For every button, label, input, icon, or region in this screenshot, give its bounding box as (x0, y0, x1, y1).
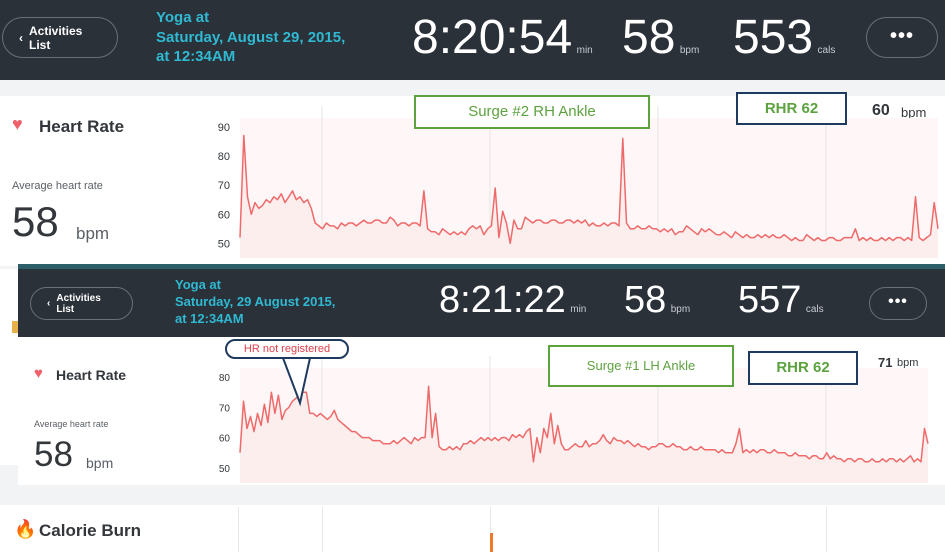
calories-stat: 553 cals (733, 10, 835, 65)
heart-rate-title: Heart Rate (56, 367, 127, 383)
top-hr-series-fill (240, 135, 938, 258)
heart-rate-title: Heart Rate (39, 117, 125, 136)
calorie-grid-line (238, 507, 239, 552)
activities-list-label: Activities List (29, 23, 83, 52)
bottom-hr-y-tick-label: 70 (219, 403, 231, 414)
heart-rate-unit: bpm (670, 304, 691, 315)
top-hr-y-tick-label: 90 (218, 122, 230, 134)
more-options-button[interactable]: ••• (869, 287, 927, 320)
heart-icon: ♥ (12, 114, 23, 134)
hr-not-registered-label: HR not registered (243, 343, 331, 355)
chevron-left-icon: ‹ (19, 30, 23, 45)
bottom-activity-header: ‹ Activities List Yoga at Saturday, 29 A… (18, 269, 945, 337)
top-hr-y-tick-label: 80 (218, 151, 230, 163)
rhr-annotation-top: RHR 62 (736, 92, 847, 125)
rhr-annotation-bottom: RHR 62 (748, 351, 858, 385)
activity-time: at 12:34AM (175, 310, 244, 326)
heart-rate-stat: 58 bpm (624, 279, 690, 322)
calorie-burn-card: 🔥 Calorie Burn (0, 505, 945, 552)
current-heart-rate-unit: bpm (897, 357, 919, 369)
bottom-hr-series-line (239, 385, 929, 463)
underlying-page-icon (12, 321, 18, 333)
duration-unit: min (570, 304, 587, 315)
current-heart-rate-value: 60 (872, 102, 890, 119)
heart-rate-value: 58 (622, 11, 676, 64)
calorie-grid-line (658, 507, 659, 552)
heart-rate-stat: 58 bpm (622, 10, 699, 65)
heart-icon: ♥ (34, 365, 43, 382)
flame-icon: 🔥 (14, 519, 37, 539)
top-hr-y-tick-label: 70 (218, 180, 230, 192)
bottom-hr-y-tick-label: 80 (219, 373, 231, 384)
activity-title: Yoga at (156, 9, 210, 26)
activity-date: Saturday, 29 August 2015, (175, 293, 336, 309)
duration-stat: 8:21:22 min (439, 279, 586, 322)
activity-title-block: Yoga at Saturday, August 29, 2015, at 12… (156, 8, 345, 67)
surge-annotation-bottom: Surge #1 LH Ankle (548, 345, 734, 387)
average-heart-rate-unit: bpm (76, 224, 110, 243)
chevron-left-icon: ‹ (47, 298, 51, 309)
activities-list-button[interactable]: ‹ Activities List (2, 17, 118, 58)
average-heart-rate-label: Average heart rate (12, 180, 103, 192)
calorie-bar (490, 533, 493, 552)
duration-stat: 8:20:54 min (412, 10, 593, 65)
bottom-hr-y-tick-label: 60 (219, 434, 231, 445)
underlying-page-strip (0, 269, 18, 465)
activity-title: Yoga at (175, 277, 221, 292)
heart-rate-value: 58 (624, 279, 667, 321)
top-hr-y-tick-label: 60 (218, 209, 230, 221)
activity-title-block: Yoga at Saturday, 29 August 2015, at 12:… (175, 277, 335, 328)
average-heart-rate-value: 58 (34, 435, 73, 474)
current-heart-rate-unit: bpm (901, 105, 927, 120)
calories-value: 553 (733, 11, 814, 64)
calorie-grid-line (322, 507, 323, 552)
top-activity-header: ‹ Activities List Yoga at Saturday, Augu… (0, 0, 945, 80)
activities-list-label: Activities List (56, 292, 101, 315)
callout-pointer-shape (281, 357, 312, 407)
calories-unit: cals (805, 304, 824, 315)
surge-annotation-top: Surge #2 RH Ankle (414, 95, 650, 129)
top-hr-y-tick-label: 50 (218, 238, 230, 250)
bottom-hr-y-tick-label: 50 (219, 464, 231, 475)
calorie-grid-line (826, 507, 827, 552)
calorie-grid-line (490, 507, 491, 552)
bottom-screenshot-top-border (18, 264, 945, 269)
average-heart-rate-value: 58 (12, 198, 59, 245)
top-hr-series-line (239, 134, 939, 245)
average-heart-rate-unit: bpm (86, 455, 114, 471)
hr-not-registered-callout: HR not registered (225, 339, 349, 359)
duration-unit: min (576, 45, 593, 56)
calories-value: 557 (738, 279, 802, 321)
calorie-burn-title: Calorie Burn (39, 521, 142, 540)
more-options-button[interactable]: ••• (866, 17, 938, 58)
duration-value: 8:21:22 (439, 279, 566, 321)
activity-time: at 12:34AM (156, 48, 236, 65)
activities-list-button[interactable]: ‹ Activities List (30, 287, 133, 320)
duration-value: 8:20:54 (412, 11, 573, 64)
current-heart-rate-value: 71 (878, 355, 893, 370)
bottom-hr-series-fill (240, 386, 928, 483)
calories-stat: 557 cals (738, 279, 824, 322)
activity-date: Saturday, August 29, 2015, (156, 28, 346, 46)
heart-rate-unit: bpm (679, 45, 700, 56)
calories-unit: cals (817, 45, 836, 56)
average-heart-rate-label: Average heart rate (34, 419, 109, 429)
